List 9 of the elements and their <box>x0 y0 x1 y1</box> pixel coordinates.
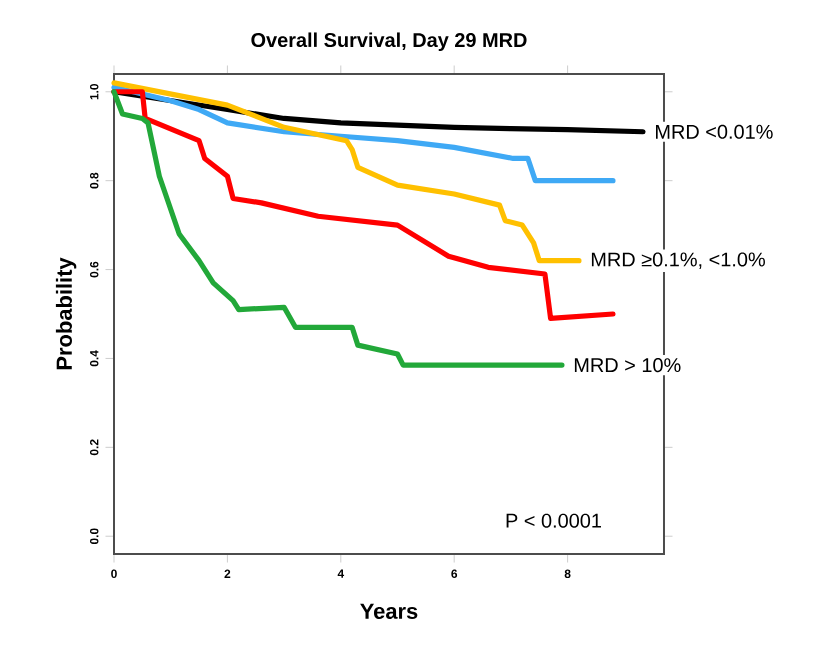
line-series <box>111 80 582 264</box>
annotation: P < 0.0001 <box>506 513 601 528</box>
series-label: MRD <0.01% <box>656 124 773 139</box>
series-label: MRD > 10% <box>574 358 681 373</box>
x-axis-title: Years <box>360 603 418 619</box>
chart-title: Overall Survival, Day 29 MRD <box>251 32 527 52</box>
y-axis-title: Probability <box>55 257 77 370</box>
series-label: MRD ≥0.1%, <1.0% <box>591 252 765 269</box>
line-series <box>111 89 565 368</box>
